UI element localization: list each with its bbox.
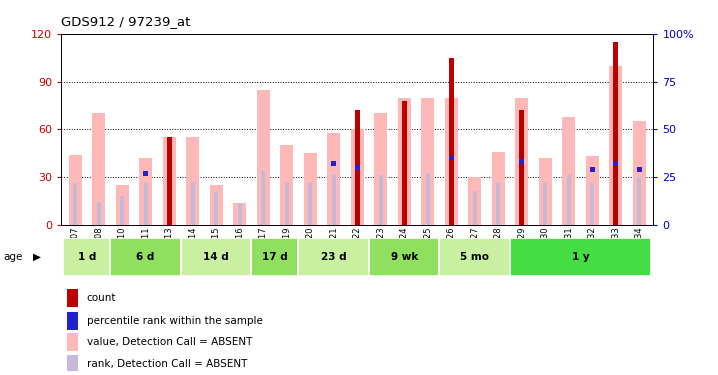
- Bar: [538, 158, 551, 225]
- Bar: [332, 175, 336, 225]
- Bar: [402, 173, 406, 225]
- Bar: [261, 171, 265, 225]
- Bar: [355, 110, 360, 225]
- Text: count: count: [86, 293, 116, 303]
- Bar: [190, 183, 195, 225]
- Bar: [233, 202, 246, 225]
- Text: ▶: ▶: [33, 252, 41, 262]
- Bar: [69, 155, 82, 225]
- Bar: [567, 175, 571, 225]
- Bar: [163, 137, 176, 225]
- Bar: [421, 98, 434, 225]
- Text: 17 d: 17 d: [262, 252, 288, 262]
- Bar: [444, 98, 457, 225]
- Text: percentile rank within the sample: percentile rank within the sample: [86, 316, 262, 326]
- Bar: [637, 177, 641, 225]
- Bar: [586, 156, 599, 225]
- Bar: [167, 137, 172, 225]
- Bar: [613, 161, 618, 166]
- Bar: [516, 98, 528, 225]
- Bar: [67, 289, 78, 307]
- Text: 14 d: 14 d: [203, 252, 229, 262]
- Bar: [510, 238, 651, 276]
- Bar: [589, 167, 595, 172]
- Bar: [67, 355, 78, 373]
- Bar: [543, 183, 547, 225]
- Bar: [562, 117, 575, 225]
- Text: value, Detection Call = ABSENT: value, Detection Call = ABSENT: [86, 338, 252, 347]
- Text: 6 d: 6 d: [136, 252, 155, 262]
- Bar: [144, 183, 148, 225]
- Bar: [186, 137, 199, 225]
- Text: GDS912 / 97239_at: GDS912 / 97239_at: [61, 15, 190, 28]
- Text: 1 y: 1 y: [572, 252, 589, 262]
- Bar: [327, 133, 340, 225]
- Bar: [633, 122, 645, 225]
- Bar: [496, 183, 500, 225]
- Bar: [331, 161, 336, 166]
- Bar: [449, 156, 454, 160]
- Bar: [355, 173, 359, 225]
- Bar: [251, 238, 299, 276]
- Bar: [492, 152, 505, 225]
- Bar: [590, 183, 595, 225]
- Bar: [304, 153, 317, 225]
- Bar: [63, 238, 111, 276]
- Bar: [519, 110, 524, 225]
- Bar: [520, 171, 524, 225]
- Bar: [67, 312, 78, 330]
- Bar: [299, 238, 369, 276]
- Bar: [613, 42, 618, 225]
- Bar: [92, 113, 105, 225]
- Bar: [610, 66, 623, 225]
- Text: 23 d: 23 d: [321, 252, 347, 262]
- Bar: [378, 175, 383, 225]
- Bar: [308, 183, 312, 225]
- Bar: [67, 333, 78, 351]
- Bar: [116, 185, 129, 225]
- Bar: [472, 190, 477, 225]
- Bar: [374, 113, 387, 225]
- Bar: [257, 90, 270, 225]
- Bar: [280, 146, 293, 225]
- Bar: [369, 238, 439, 276]
- Bar: [468, 177, 481, 225]
- Bar: [96, 202, 101, 225]
- Text: age: age: [4, 252, 23, 262]
- Bar: [238, 204, 242, 225]
- Bar: [426, 173, 430, 225]
- Bar: [355, 165, 360, 170]
- Text: rank, Detection Call = ABSENT: rank, Detection Call = ABSENT: [86, 359, 247, 369]
- Bar: [167, 183, 172, 225]
- Bar: [519, 159, 524, 164]
- Bar: [214, 192, 218, 225]
- Text: 5 mo: 5 mo: [460, 252, 489, 262]
- Bar: [210, 185, 223, 225]
- Bar: [401, 101, 407, 225]
- Text: 1 d: 1 d: [78, 252, 96, 262]
- Bar: [614, 171, 618, 225]
- Bar: [439, 238, 510, 276]
- Bar: [449, 58, 454, 225]
- Bar: [181, 238, 251, 276]
- Bar: [120, 196, 124, 225]
- Bar: [350, 129, 364, 225]
- Text: 9 wk: 9 wk: [391, 252, 418, 262]
- Bar: [284, 183, 289, 225]
- Bar: [398, 98, 411, 225]
- Bar: [143, 171, 148, 176]
- Bar: [139, 158, 152, 225]
- Bar: [73, 183, 78, 225]
- Bar: [111, 238, 181, 276]
- Bar: [637, 167, 642, 172]
- Bar: [449, 173, 453, 225]
